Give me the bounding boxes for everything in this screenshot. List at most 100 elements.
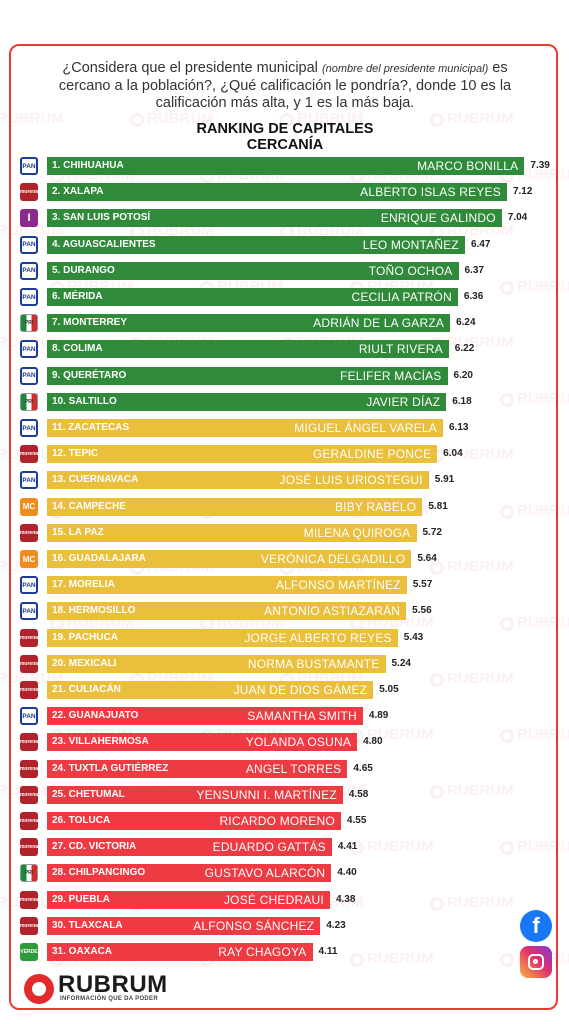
card-frame	[9, 44, 558, 1010]
brand-name: RUBRUM	[58, 971, 168, 998]
score-label: 5.91	[434, 474, 455, 486]
score-label: 6.36	[463, 291, 484, 302]
score-label: 7.39	[530, 160, 550, 171]
party-logo-icon: morena	[20, 838, 38, 857]
bar: 31. OAXACA RAY CHAGOYA	[47, 943, 313, 961]
mayor-label: JOSÉ LUIS URIOSTEGUI	[279, 473, 423, 488]
score-label: 5.56	[412, 605, 432, 617]
party-logo-icon: morena	[20, 183, 38, 202]
party-logo-icon: morena	[20, 759, 38, 778]
score-label: 4.40	[337, 867, 357, 879]
bar: 24. TUXTLA GUTIÉRREZ ANGEL TORRES	[47, 759, 348, 778]
mayor-label: ENRIQUE GALINDO	[380, 211, 496, 226]
city-label: 20. MEXICALI	[52, 657, 117, 669]
party-logo-icon: PRI	[20, 864, 38, 883]
mayor-label: JORGE ALBERTO REYES	[244, 630, 392, 645]
party-logo-icon: PRI	[20, 392, 38, 411]
bar: 13. CUERNAVACA JOSÉ LUIS URIOSTEGUI	[47, 471, 429, 490]
score-label: 5.43	[403, 631, 424, 643]
party-logo-icon: morena	[20, 812, 38, 830]
party-logo-icon: PAN	[20, 366, 38, 385]
score-label: 4.11	[318, 946, 338, 957]
party-logo-icon: PRI	[20, 314, 38, 333]
party-logo-icon: PAN	[20, 235, 38, 254]
city-label: 17. MORELIA	[52, 579, 115, 591]
mayor-label: NORMA BUSTAMANTE	[247, 656, 380, 671]
score-label: 5.72	[422, 526, 442, 538]
mayor-label: RICARDO MORENO	[219, 814, 335, 828]
bar: 4. AGUASCALIENTES LEO MONTAÑEZ	[47, 235, 465, 254]
mayor-label: RAY CHAGOYA	[218, 945, 307, 959]
score-label: 7.04	[507, 212, 528, 224]
city-label: 13. CUERNAVACA	[52, 474, 139, 486]
score-label: 6.24	[456, 317, 476, 329]
city-label: 4. AGUASCALIENTES	[52, 238, 156, 250]
bar: 1. CHIHUAHUA MARCO BONILLA	[47, 157, 525, 175]
city-label: 25. CHETUMAL	[52, 788, 125, 800]
bar: 27. CD. VICTORIA EDUARDO GATTÁS	[47, 838, 332, 857]
city-label: 23. VILLAHERMOSA	[52, 736, 149, 748]
bar: 21. CULIACÁN JUAN DE DIOS GÁMEZ	[47, 681, 374, 699]
mayor-label: MILENA QUIROGA	[303, 525, 411, 540]
bar: 10. SALTILLO JAVIER DÍAZ	[47, 392, 447, 411]
score-label: 4.80	[363, 736, 383, 748]
score-label: 4.41	[337, 841, 358, 853]
bar: 3. SAN LUIS POTOSÍ ENRIQUE GALINDO	[47, 209, 502, 228]
city-label: 19. PACHUCA	[52, 631, 118, 643]
city-label: 14. CAMPECHE	[52, 500, 126, 512]
bar: 26. TOLUCA RICARDO MORENO	[47, 812, 341, 830]
city-label: 28. CHILPANCINGO	[52, 867, 146, 879]
city-label: 3. SAN LUIS POTOSÍ	[52, 212, 151, 224]
facebook-icon[interactable]: f	[520, 910, 552, 942]
city-label: 30. TLAXCALA	[52, 919, 123, 931]
mayor-label: JUAN DE DIOS GÁMEZ	[233, 683, 368, 697]
score-label: 6.20	[453, 369, 473, 381]
party-logo-icon: PAN	[20, 707, 38, 726]
score-label: 4.38	[335, 893, 356, 905]
city-label: 31. OAXACA	[52, 946, 113, 957]
party-logo-icon: PAN	[20, 261, 38, 280]
rubrum-logo-icon	[24, 974, 54, 1004]
bar: 16. GUADALAJARA VERÓNICA DELGADILLO	[47, 550, 412, 568]
city-label: 22. GUANAJUATO	[52, 710, 139, 722]
chart-title-line: RANKING DE CAPITALES	[196, 121, 374, 137]
bar: 6. MÉRIDA CECILIA PATRÓN	[47, 288, 458, 306]
mayor-label: ALFONSO SÁNCHEZ	[193, 918, 315, 933]
mayor-label: VERÓNICA DELGADILLO	[260, 552, 406, 566]
mayor-label: ALBERTO ISLAS REYES	[360, 185, 501, 200]
instagram-icon[interactable]	[520, 946, 552, 978]
score-label: 5.24	[391, 657, 411, 669]
bar: 5. DURANGO TOÑO OCHOA	[47, 261, 459, 280]
city-label: 7. MONTERREY	[52, 317, 128, 329]
party-logo-icon: morena	[20, 523, 38, 542]
city-label: 2. XALAPA	[52, 186, 104, 198]
city-label: 15. LA PAZ	[52, 526, 104, 538]
mayor-label: EDUARDO GATTÁS	[212, 840, 326, 855]
bar: 8. COLIMA RIULT RIVERA	[47, 340, 449, 359]
score-label: 4.55	[346, 815, 367, 826]
score-label: 6.13	[448, 422, 469, 433]
bar: 15. LA PAZ MILENA QUIROGA	[47, 523, 417, 542]
mayor-label: YOLANDA OSUNA	[245, 735, 352, 750]
party-logo-icon: morena	[20, 890, 38, 909]
question-italic: (nombre del presidente municipal)	[321, 63, 489, 75]
city-label: 11. ZACATECAS	[52, 422, 130, 433]
city-label: 5. DURANGO	[52, 264, 115, 276]
mayor-label: ANGEL TORRES	[245, 761, 342, 776]
score-label: 7.12	[512, 186, 533, 198]
question-text-end: es cercano a la población?, ¿Qué calific…	[58, 60, 512, 111]
city-label: 18. HERMOSILLO	[52, 605, 136, 617]
mayor-label: ADRIÁN DE LA GARZA	[313, 316, 445, 331]
party-logo-icon: morena	[20, 785, 38, 804]
party-logo-icon: morena	[20, 916, 38, 935]
city-label: 26. TOLUCA	[52, 815, 111, 826]
city-label: 16. GUADALAJARA	[52, 553, 146, 564]
score-label: 6.22	[454, 343, 475, 355]
bar: 25. CHETUMAL YENSUNNI I. MARTÍNEZ	[47, 785, 343, 804]
mayor-label: RIULT RIVERA	[358, 342, 443, 357]
party-logo-icon: VERDE	[20, 943, 38, 961]
bar: 11. ZACATECAS MIGUEL ÁNGEL VARELA	[47, 419, 443, 437]
score-label: 4.65	[353, 762, 373, 774]
score-label: 4.23	[326, 919, 346, 931]
party-logo-icon: morena	[20, 733, 38, 752]
